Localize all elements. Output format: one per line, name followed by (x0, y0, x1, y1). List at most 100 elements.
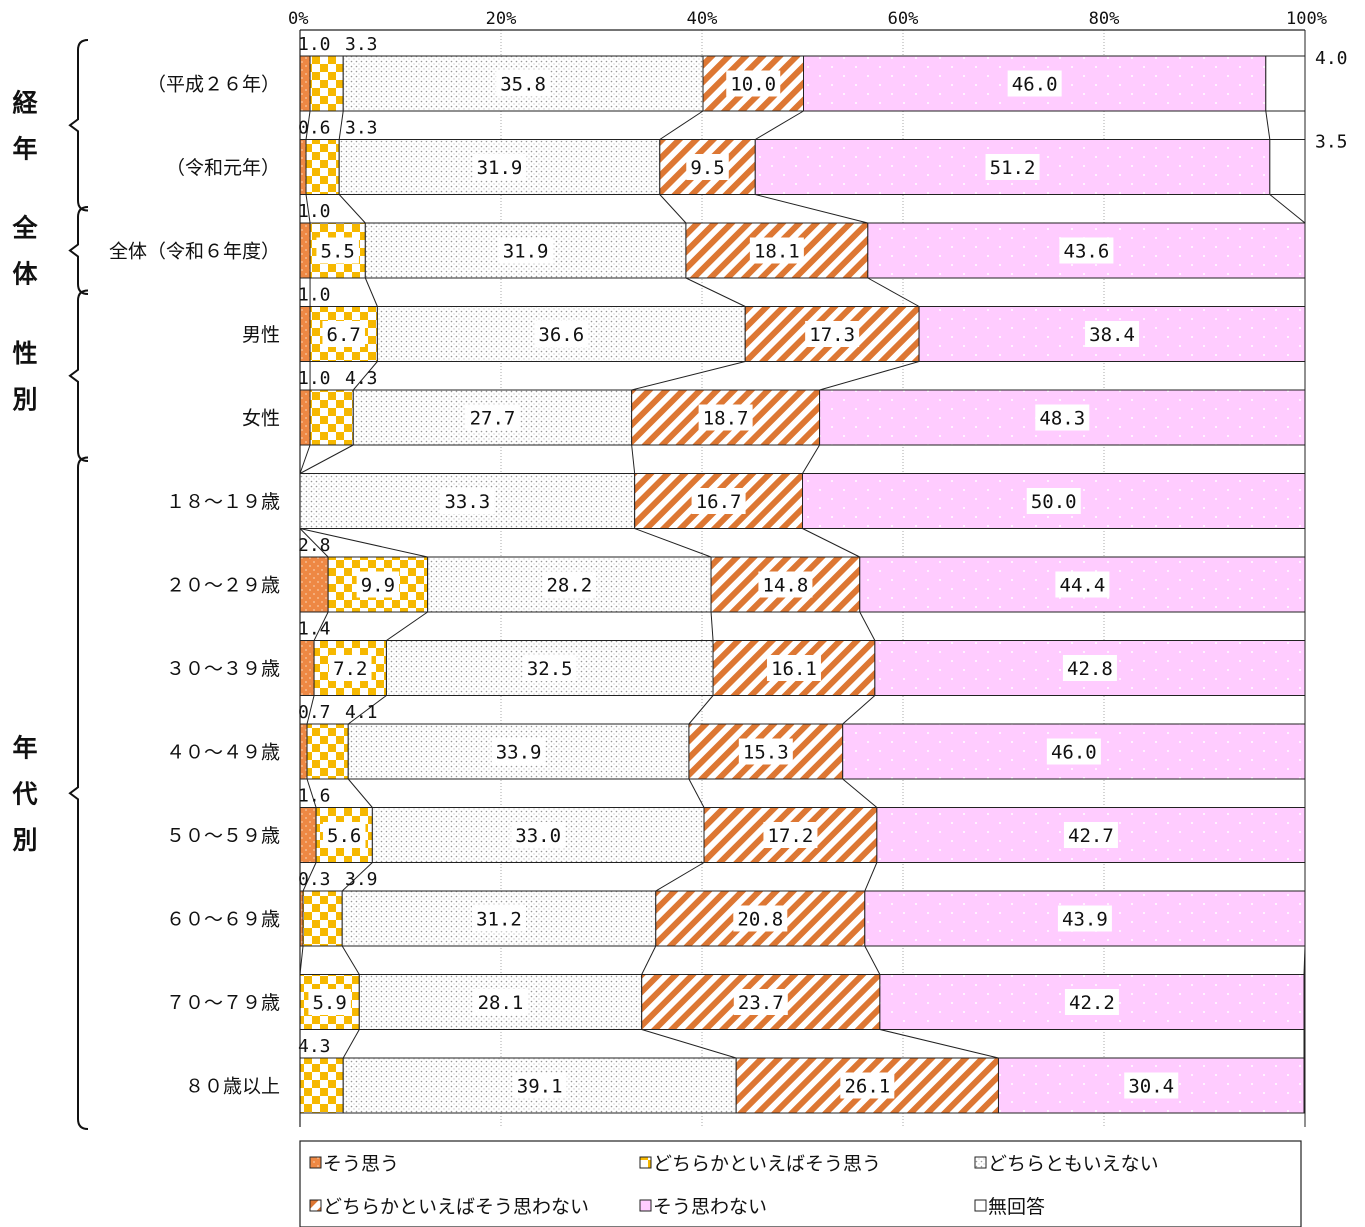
value-label-bg (440, 488, 495, 514)
value-label: 33.9 (496, 742, 542, 764)
connector-line (1269, 194, 1306, 224)
value-label: 51.2 (990, 157, 1036, 179)
small-value-label: 1.4 (298, 619, 331, 640)
bar-segment (299, 55, 311, 112)
legend-label: どちらかといえばそう思う (653, 1153, 881, 1175)
value-label: 42.2 (1069, 992, 1115, 1014)
bar-segment (1269, 139, 1306, 195)
small-value-label: 3.9 (345, 869, 378, 890)
legend-label: そう思う (323, 1153, 399, 1175)
connector-line (655, 862, 705, 892)
connector-line (659, 110, 704, 140)
connector-line (299, 444, 354, 474)
connector-line (338, 110, 344, 140)
value-label-bg (542, 571, 597, 598)
connector-line (634, 528, 712, 558)
value-label: 32.5 (527, 658, 573, 680)
row-label: ４０～４９歳 (166, 742, 280, 764)
legend-label: そう思わない (653, 1196, 767, 1218)
bar-segment (299, 640, 315, 696)
bar-segment (309, 389, 354, 446)
value-label: 14.8 (763, 575, 809, 597)
value-label: 46.0 (1051, 742, 1097, 764)
value-label-bg (1007, 70, 1062, 97)
legend-swatch (309, 1199, 322, 1212)
group-label: 年代別 (11, 733, 37, 854)
row-label: 男性 (242, 324, 280, 346)
connector-line (631, 361, 746, 391)
value-label: 28.1 (478, 992, 524, 1014)
no-answer-label: 3.5 (1315, 132, 1348, 153)
connector-line (819, 361, 920, 391)
connector-line (659, 194, 687, 224)
row-label: ７０～７９歳 (166, 992, 280, 1014)
value-label-bg (1057, 905, 1112, 932)
value-label-bg (473, 989, 528, 1015)
connector-line (755, 194, 868, 224)
row-label: ２０～２９歳 (166, 575, 280, 597)
row-label: 全体（令和６年度） (109, 241, 280, 263)
connector-line (867, 277, 920, 307)
value-label-bg (733, 905, 788, 932)
value-label-bg (1124, 1072, 1179, 1099)
connector-line (688, 778, 705, 808)
value-label: 42.7 (1068, 825, 1114, 847)
value-label-bg (726, 70, 781, 97)
bar-segment (299, 807, 317, 863)
bar-segment (299, 139, 307, 195)
connector-line (631, 444, 636, 474)
value-label: 36.6 (538, 324, 584, 346)
value-label-bg (1035, 404, 1090, 431)
group-label: 経年 (12, 88, 38, 163)
connector-line (352, 361, 378, 391)
value-label: 31.2 (476, 909, 522, 931)
value-label-bg (805, 321, 860, 347)
bar-segment (299, 1057, 344, 1114)
connector-line (859, 611, 876, 641)
x-tick-label: 100% (1286, 9, 1327, 29)
value-label: 31.9 (503, 241, 549, 263)
bar-segment (1265, 55, 1306, 112)
row-label: １８～１９歳 (166, 491, 280, 513)
value-label-bg (322, 321, 365, 347)
value-label-bg (491, 738, 546, 765)
connector-line (864, 862, 878, 892)
connector-line (842, 778, 878, 808)
value-label: 17.3 (809, 324, 855, 346)
value-label: 44.4 (1060, 575, 1106, 597)
bar-segment (299, 723, 308, 780)
value-label-bg (308, 989, 351, 1015)
value-label: 46.0 (1012, 74, 1058, 96)
value-label: 38.4 (1089, 324, 1135, 346)
small-value-label: 1.6 (298, 786, 331, 807)
x-tick-label: 80% (1089, 9, 1120, 29)
value-label-bg (1062, 655, 1117, 681)
value-label-bg (1055, 571, 1110, 598)
x-tick-label: 60% (888, 9, 919, 29)
connector-line (299, 528, 329, 558)
value-label: 10.0 (730, 74, 776, 96)
legend-label: どちらともいえない (988, 1153, 1159, 1175)
value-label-bg (691, 488, 746, 514)
value-label: 5.5 (321, 241, 355, 263)
value-label-bg (698, 404, 753, 431)
value-label: 18.1 (754, 241, 800, 263)
value-label-bg (1046, 738, 1101, 765)
value-label-bg (329, 655, 372, 681)
connector-line (842, 695, 876, 725)
value-label-bg (686, 154, 729, 180)
value-label-bg (512, 1072, 567, 1099)
value-label-bg (496, 70, 551, 97)
bar-segment (299, 389, 311, 446)
x-tick-label: 0% (288, 9, 308, 29)
connector-line (386, 611, 428, 641)
connector-line (685, 277, 746, 307)
value-label-bg (498, 237, 553, 264)
connector-lines (299, 110, 1306, 1059)
small-value-label: 1.0 (298, 285, 331, 306)
connector-line (641, 945, 657, 975)
connector-line (306, 778, 317, 808)
value-label: 30.4 (1128, 1076, 1174, 1098)
no-answer-label: 4.0 (1315, 48, 1348, 69)
